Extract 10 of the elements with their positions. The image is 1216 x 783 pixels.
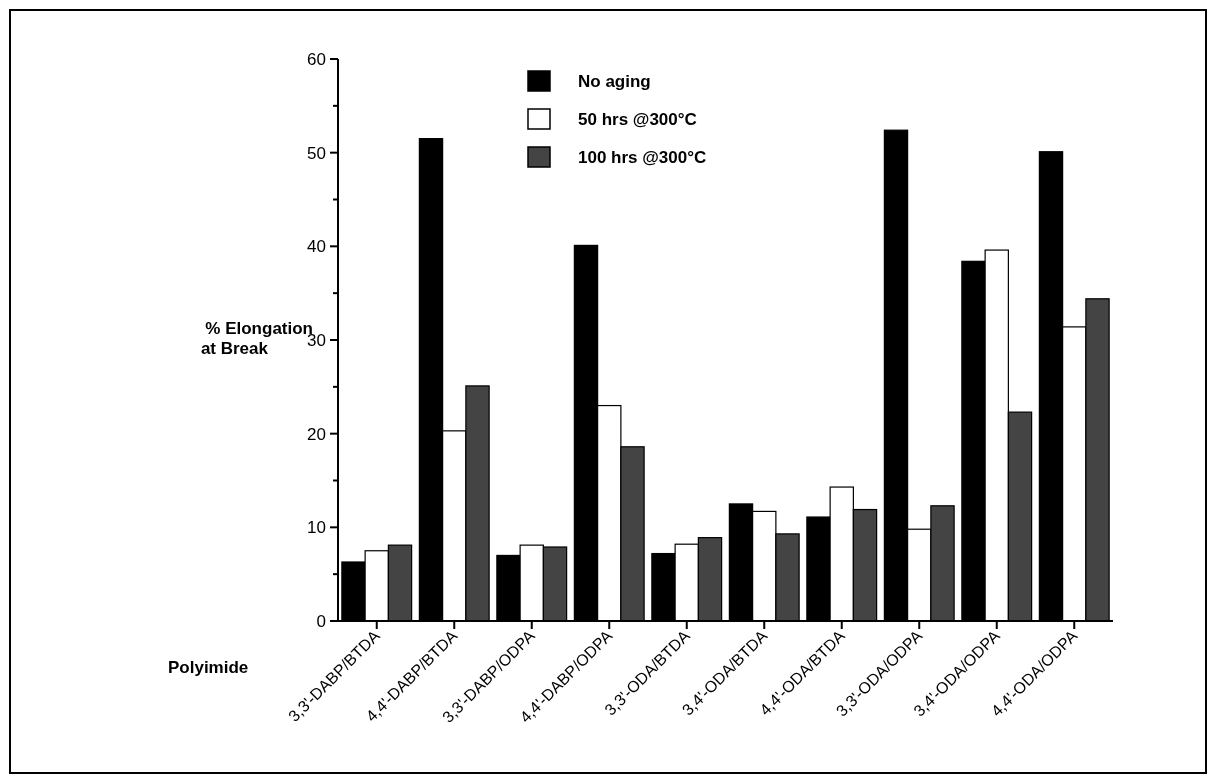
legend-label: 50 hrs @300°C (578, 109, 697, 129)
x-axis-title: Polyimide (168, 658, 249, 677)
y-tick-label: 60 (307, 49, 326, 69)
y-tick-label: 20 (307, 424, 326, 444)
y-tick-label: 40 (307, 237, 326, 257)
legend-label: 100 hrs @300°C (578, 147, 707, 167)
y-tick-label: 0 (316, 611, 326, 631)
y-tick-label: 50 (307, 143, 326, 163)
y-tick-label: 10 (307, 518, 326, 538)
legend-label: No aging (578, 71, 651, 91)
